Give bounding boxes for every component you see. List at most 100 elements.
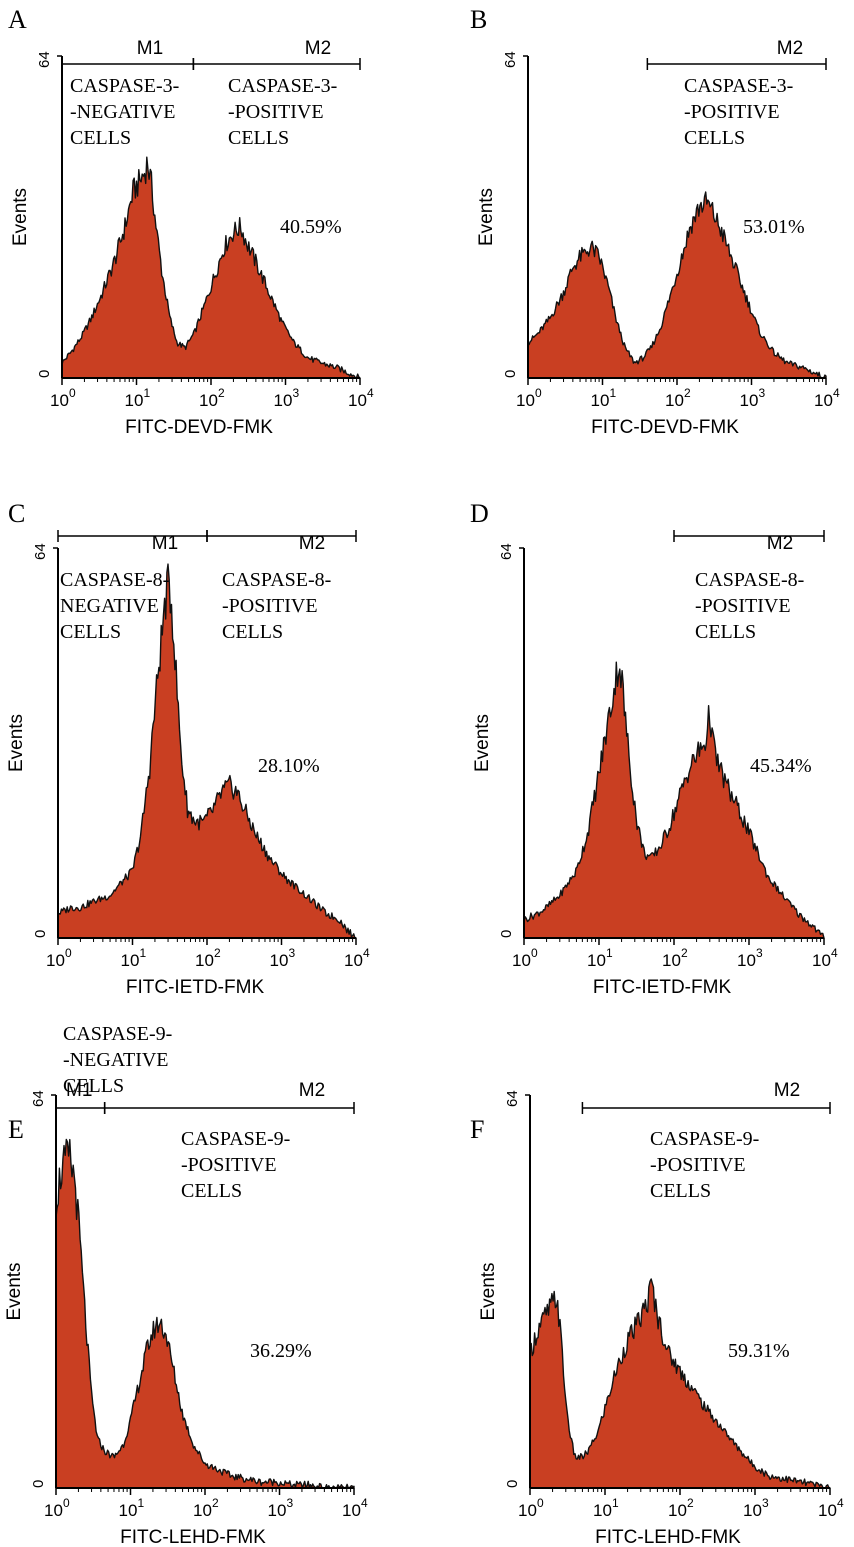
x-tick-exponent: 3 <box>759 386 766 400</box>
x-tick-label: 10 <box>818 1501 837 1520</box>
marker-label-m2: M2 <box>777 38 803 59</box>
positive-cells-annotation: -POSITIVE <box>684 101 780 123</box>
positive-cells-annotation: -POSITIVE <box>222 595 318 617</box>
histogram-area <box>57 563 357 939</box>
x-tick-label: 10 <box>665 391 684 410</box>
x-tick-label: 10 <box>342 1501 361 1520</box>
x-axis-label: FITC-DEVD-FMK <box>591 417 739 438</box>
positive-cells-annotation: CASPASE-8- <box>695 569 804 591</box>
percent-label: 59.31% <box>728 1340 790 1362</box>
y-tick-label: 64 <box>36 51 53 68</box>
x-tick-exponent: 4 <box>361 1496 368 1510</box>
histogram-area <box>61 156 361 379</box>
panel-letter: F <box>470 1115 484 1144</box>
y-tick-label: 64 <box>502 51 519 68</box>
marker-label-m1: M1 <box>152 533 178 554</box>
positive-cells-annotation: CASPASE-3- <box>228 75 337 97</box>
y-axis-label: Events <box>478 1262 499 1320</box>
panel-F: F10 0 10 1 10 2 10 3 10 4064EventsFITC-LEHD-FMKM2… <box>470 1080 844 1547</box>
y-axis-label: Events <box>476 188 497 246</box>
percent-label: 53.01% <box>743 216 805 238</box>
panel-letter: B <box>470 5 487 34</box>
histogram-area <box>523 661 825 939</box>
x-tick-label: 10 <box>195 951 214 970</box>
y-tick-label: 0 <box>30 1480 47 1488</box>
x-tick-exponent: 4 <box>367 386 374 400</box>
panel-letter: D <box>470 499 489 528</box>
positive-cells-annotation: -POSITIVE <box>181 1154 277 1176</box>
y-tick-label: 64 <box>30 1090 47 1107</box>
positive-cells-annotation: CASPASE-9- <box>650 1128 759 1150</box>
negative-cells-annotation: CASPASE-8- <box>60 569 169 591</box>
positive-cells-annotation: -POSITIVE <box>228 101 324 123</box>
x-tick-label: 10 <box>44 1501 63 1520</box>
panel-letter: A <box>8 5 27 34</box>
marker-label-m2: M2 <box>767 533 793 554</box>
x-tick-label: 10 <box>593 1501 612 1520</box>
x-tick-exponent: 4 <box>363 946 370 960</box>
positive-cells-annotation: CASPASE-9- <box>181 1128 290 1150</box>
y-tick-label: 0 <box>36 370 53 378</box>
x-tick-exponent: 2 <box>218 386 225 400</box>
panel-A: A10 0 10 1 10 2 10 3 10 4064EventsFITC-DEVD-FMKM1… <box>8 5 374 438</box>
positive-cells-annotation: CELLS <box>695 621 756 643</box>
positive-cells-annotation: CELLS <box>222 621 283 643</box>
percent-label: 45.34% <box>750 755 812 777</box>
y-tick-label: 0 <box>498 930 515 938</box>
x-tick-label: 10 <box>199 391 218 410</box>
x-tick-label: 10 <box>125 391 144 410</box>
negative-cells-annotation: CASPASE-9- <box>63 1023 172 1045</box>
x-tick-label: 10 <box>46 951 65 970</box>
x-axis-label: FITC-LEHD-FMK <box>120 1527 266 1547</box>
x-tick-exponent: 4 <box>837 1496 844 1510</box>
x-tick-label: 10 <box>591 391 610 410</box>
x-tick-label: 10 <box>814 391 833 410</box>
x-tick-exponent: 1 <box>606 946 613 960</box>
x-tick-exponent: 2 <box>684 386 691 400</box>
panel-letter: E <box>8 1115 24 1144</box>
panel-letter: C <box>8 499 25 528</box>
x-tick-exponent: 3 <box>762 1496 769 1510</box>
x-tick-exponent: 4 <box>831 946 838 960</box>
marker-label-m2: M2 <box>774 1080 800 1101</box>
y-axis-label: Events <box>472 714 493 772</box>
percent-label: 36.29% <box>250 1340 312 1362</box>
x-tick-exponent: 0 <box>537 1496 544 1510</box>
panel-C: C10 0 10 1 10 2 10 3 10 4064EventsFITC-IETD-FMKM1… <box>6 499 370 998</box>
x-tick-exponent: 0 <box>535 386 542 400</box>
x-tick-label: 10 <box>737 951 756 970</box>
x-tick-label: 10 <box>668 1501 687 1520</box>
positive-cells-annotation: -POSITIVE <box>695 595 791 617</box>
x-tick-exponent: 3 <box>287 1496 294 1510</box>
x-tick-exponent: 0 <box>69 386 76 400</box>
x-axis-label: FITC-DEVD-FMK <box>125 417 273 438</box>
x-tick-exponent: 2 <box>214 946 221 960</box>
negative-cells-annotation: -NEGATIVE <box>70 101 176 123</box>
negative-cells-annotation: CASPASE-3- <box>70 75 179 97</box>
x-tick-exponent: 4 <box>833 386 840 400</box>
positive-cells-annotation: CELLS <box>650 1180 711 1202</box>
x-tick-exponent: 1 <box>610 386 617 400</box>
x-tick-exponent: 1 <box>144 386 151 400</box>
x-axis-label: FITC-LEHD-FMK <box>595 1527 741 1547</box>
x-tick-label: 10 <box>587 951 606 970</box>
negative-cells-annotation: -NEGATIVE <box>63 1049 169 1071</box>
y-tick-label: 0 <box>504 1480 521 1488</box>
panel-D: D10 0 10 1 10 2 10 3 10 4064EventsFITC-IETD-FMKM2… <box>470 499 838 998</box>
marker-label-m1: M1 <box>66 1080 92 1101</box>
y-tick-label: 0 <box>502 370 519 378</box>
marker-label-m2: M2 <box>299 1080 325 1101</box>
marker-label-m2: M2 <box>299 533 325 554</box>
x-tick-label: 10 <box>518 1501 537 1520</box>
x-tick-exponent: 3 <box>756 946 763 960</box>
panel-E: E10 0 10 1 10 2 10 3 10 4064EventsFITC-LEHD-FMKM1… <box>4 1023 368 1547</box>
x-tick-exponent: 1 <box>140 946 147 960</box>
positive-cells-annotation: CELLS <box>228 127 289 149</box>
x-tick-exponent: 0 <box>63 1496 70 1510</box>
positive-cells-annotation: CASPASE-8- <box>222 569 331 591</box>
negative-cells-annotation: CELLS <box>60 621 121 643</box>
y-axis-label: Events <box>10 188 31 246</box>
x-tick-label: 10 <box>662 951 681 970</box>
x-tick-label: 10 <box>512 951 531 970</box>
